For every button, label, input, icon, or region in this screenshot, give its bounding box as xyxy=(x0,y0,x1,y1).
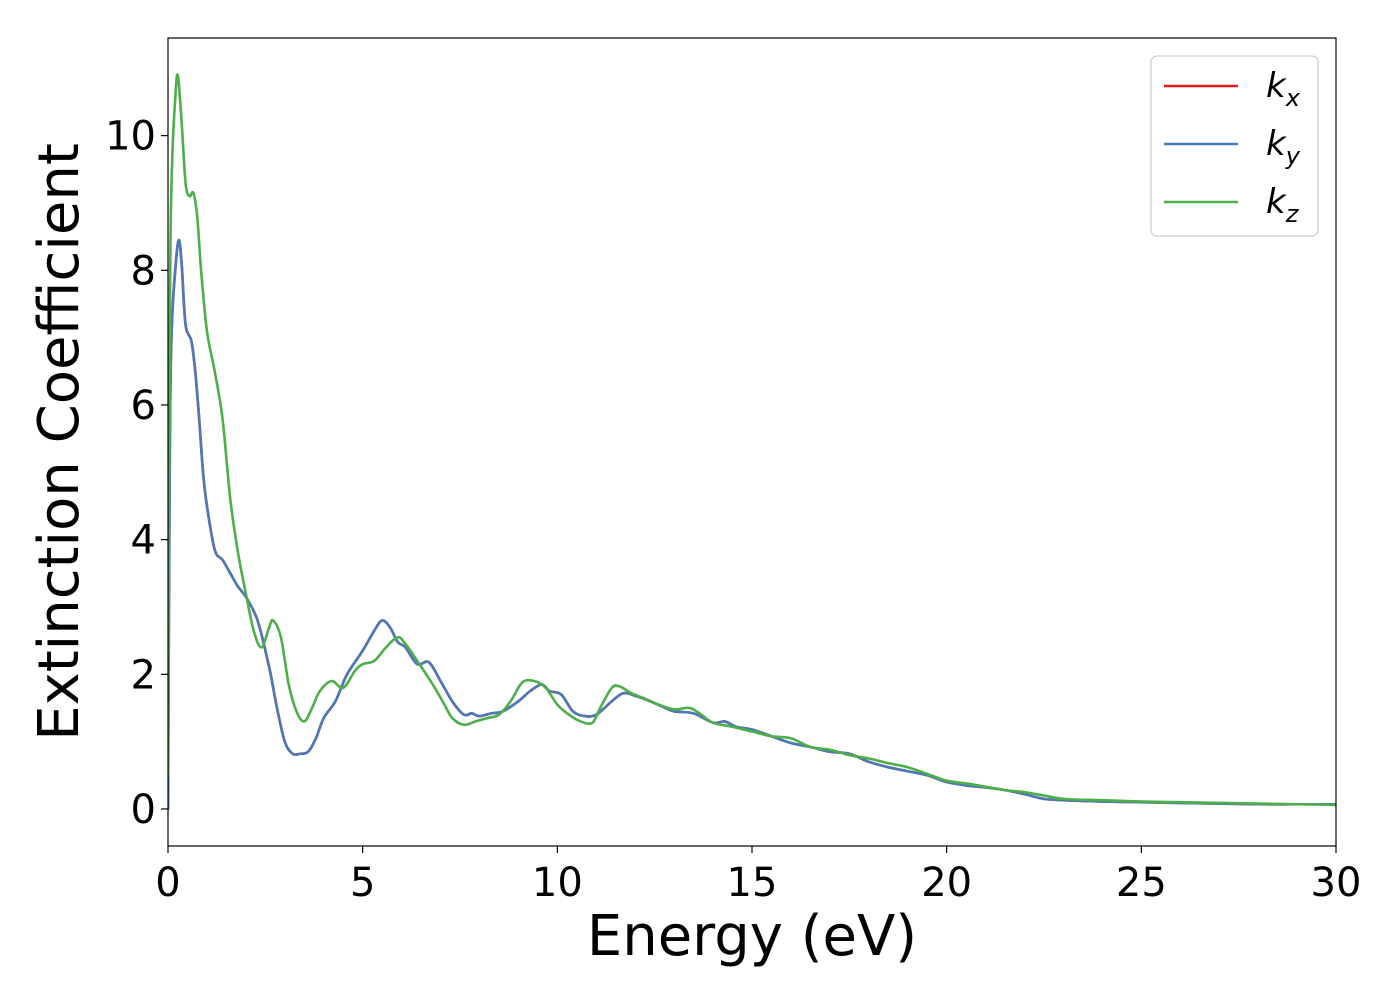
x-tick-label: 20 xyxy=(921,860,972,906)
x-tick-label: 0 xyxy=(155,860,180,906)
y-tick-label: 4 xyxy=(131,518,156,564)
legend-label-y: ky xyxy=(1266,124,1301,170)
legend: kx ky kz xyxy=(1150,55,1319,237)
y-tick-label: 0 xyxy=(131,787,156,833)
series-line-z xyxy=(168,73,1336,807)
series-line-x xyxy=(168,238,1336,811)
legend-box xyxy=(1150,55,1319,237)
x-tick-label: 30 xyxy=(1311,860,1362,906)
y-tick-label: 10 xyxy=(105,114,156,160)
y-tick-label: 8 xyxy=(131,248,156,294)
x-tick-label: 25 xyxy=(1116,860,1167,906)
y-axis-title: Extinction Coefficient xyxy=(27,143,92,741)
x-axis: 0 5 10 15 20 25 30 xyxy=(155,846,1361,906)
legend-label-x: kx xyxy=(1266,66,1301,112)
y-tick-label: 2 xyxy=(131,652,156,698)
series-line-y xyxy=(168,238,1336,811)
x-tick-label: 10 xyxy=(532,860,583,906)
series-layer xyxy=(168,73,1336,811)
y-axis: 0 2 4 6 8 10 xyxy=(105,114,168,833)
x-axis-title: Energy (eV) xyxy=(587,904,917,969)
x-tick-label: 5 xyxy=(350,860,375,906)
x-tick-label: 15 xyxy=(727,860,778,906)
legend-label-z: kz xyxy=(1266,182,1300,228)
y-tick-label: 6 xyxy=(131,383,156,429)
